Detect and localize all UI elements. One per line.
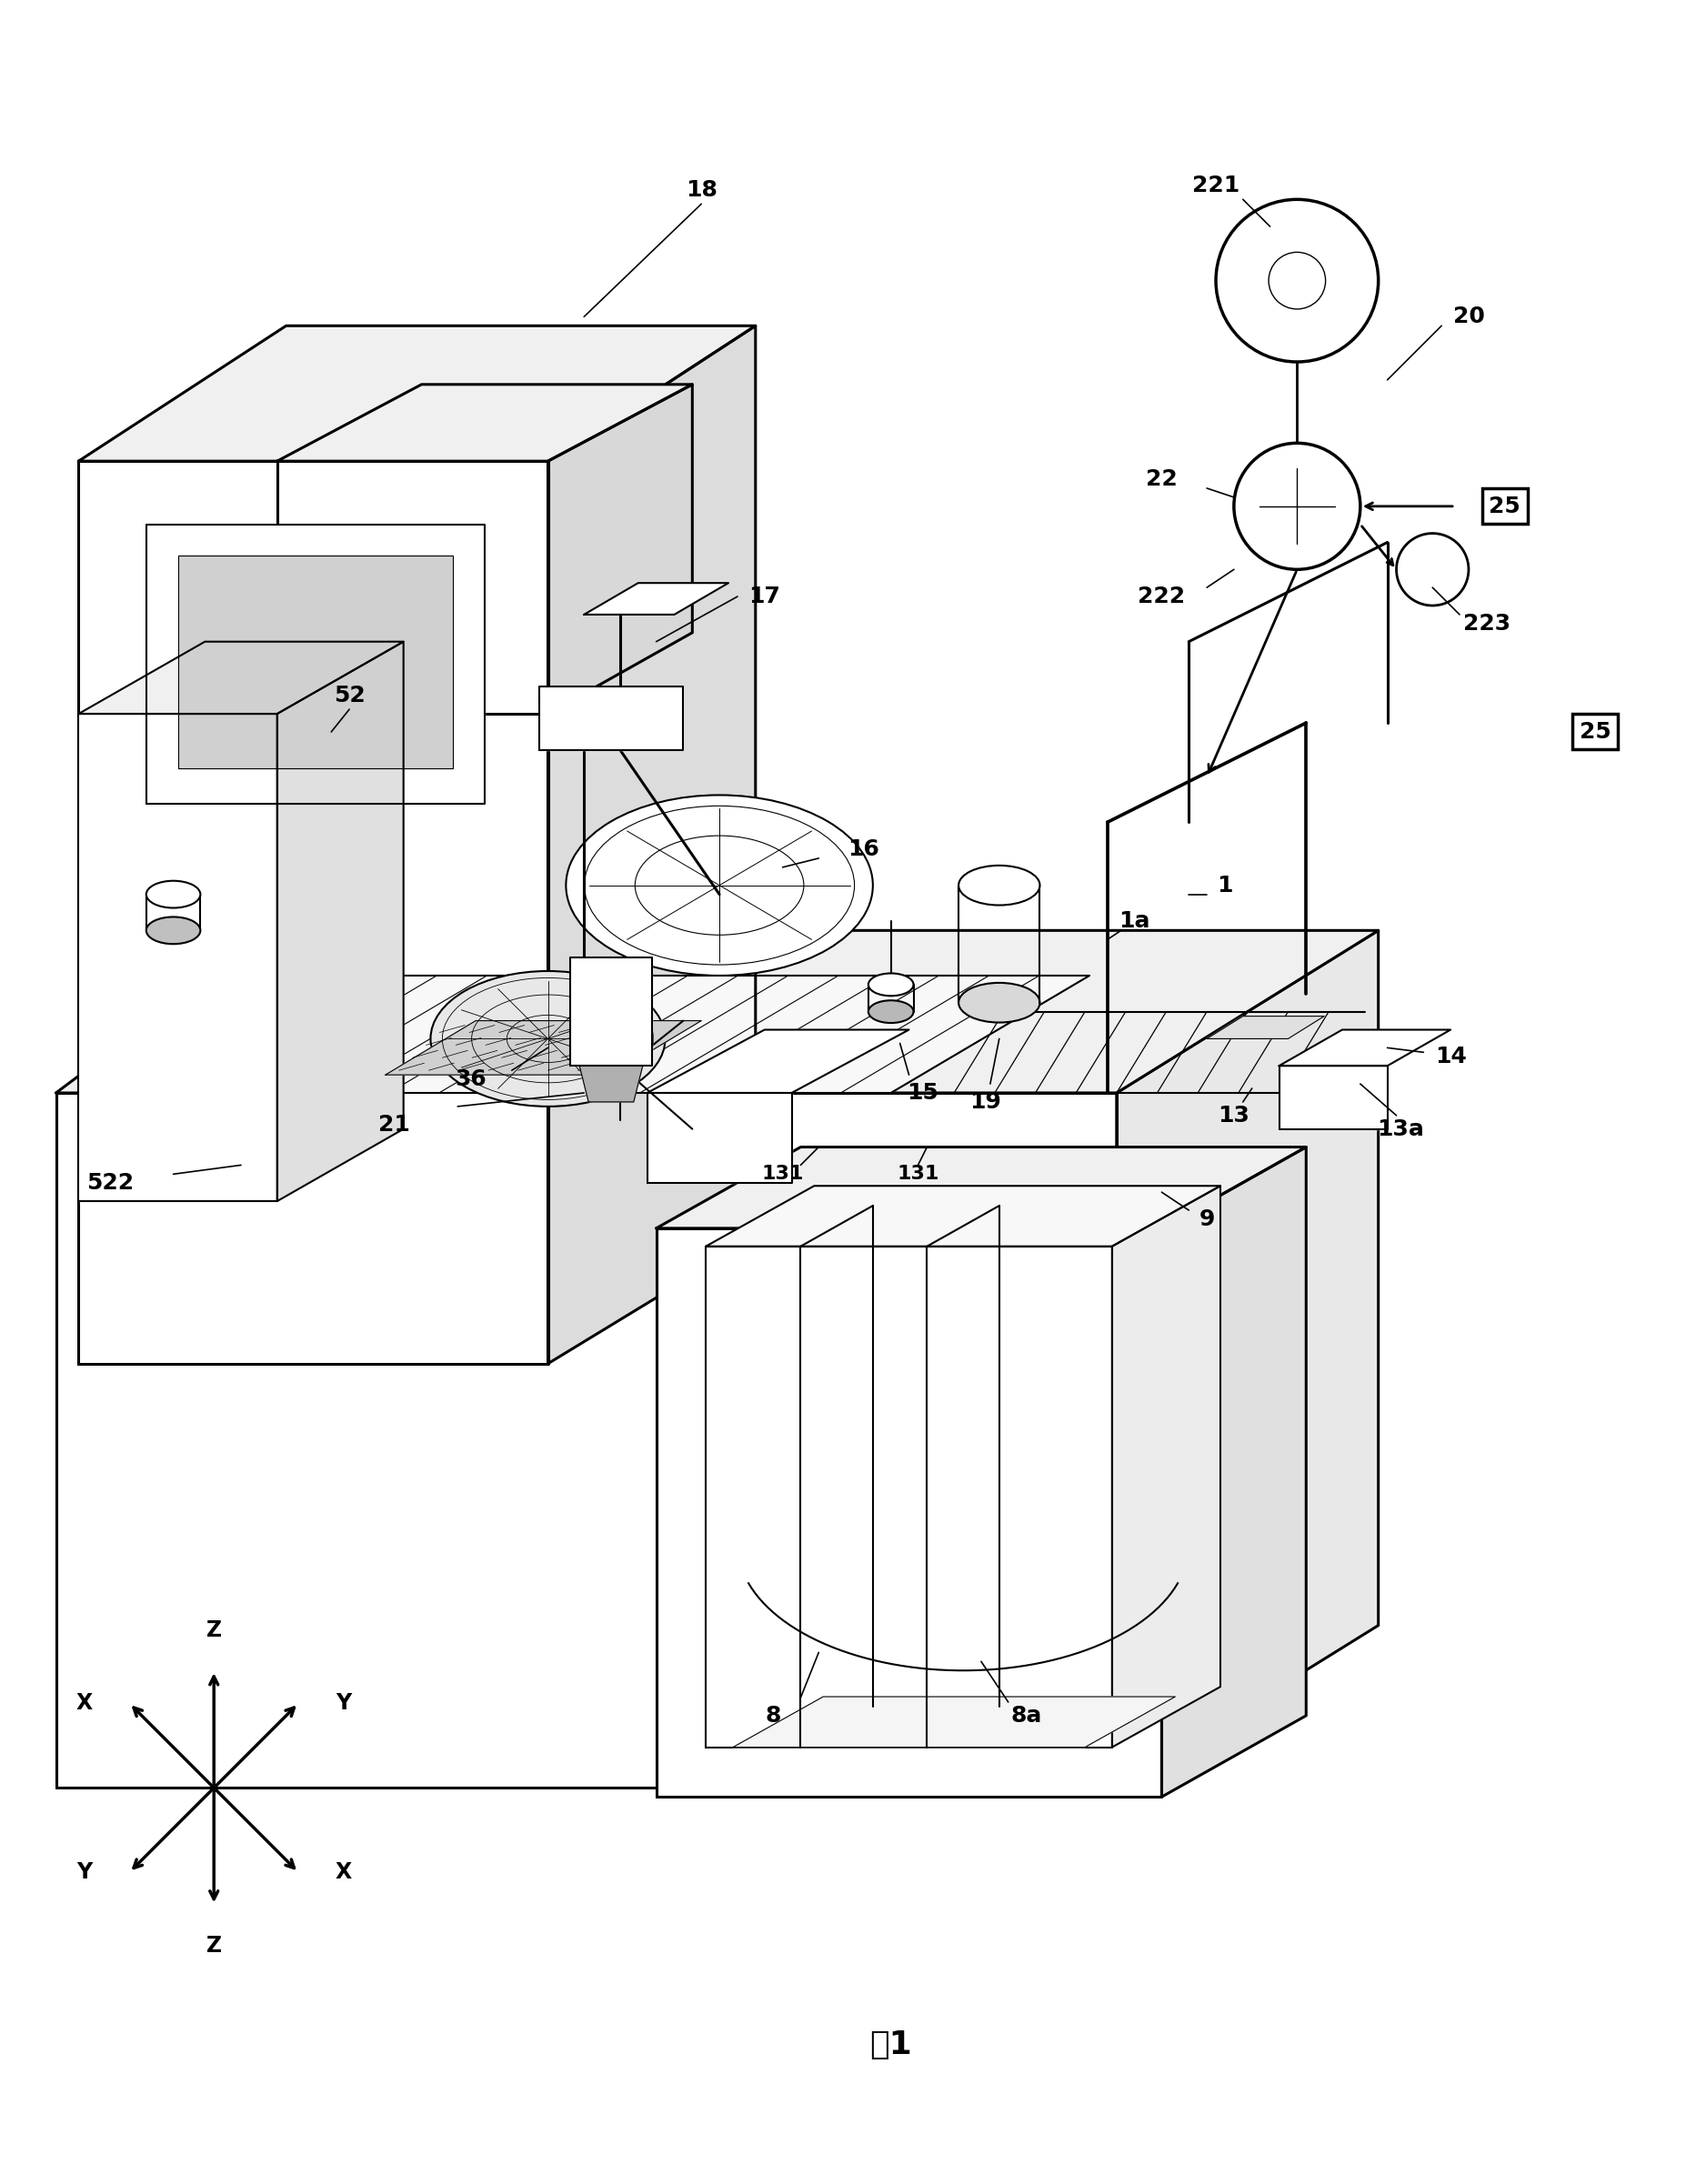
Polygon shape xyxy=(78,642,404,714)
Text: 15: 15 xyxy=(906,1081,938,1103)
Text: 17: 17 xyxy=(749,585,780,607)
Text: 25: 25 xyxy=(1489,496,1520,518)
Text: 1: 1 xyxy=(1216,874,1233,895)
Text: 9: 9 xyxy=(1199,1208,1215,1230)
Ellipse shape xyxy=(147,917,200,943)
Text: 222: 222 xyxy=(1138,585,1186,607)
Text: X: X xyxy=(77,1693,92,1714)
Polygon shape xyxy=(548,384,693,714)
Text: 522: 522 xyxy=(87,1173,133,1195)
Ellipse shape xyxy=(868,974,913,996)
Polygon shape xyxy=(657,1227,1162,1797)
Polygon shape xyxy=(1280,1066,1387,1129)
Polygon shape xyxy=(548,325,756,1363)
Text: 52: 52 xyxy=(333,686,365,708)
Polygon shape xyxy=(276,642,404,1201)
Polygon shape xyxy=(734,1697,1175,1747)
Text: 223: 223 xyxy=(1464,614,1510,636)
Polygon shape xyxy=(56,930,1378,1092)
Polygon shape xyxy=(147,524,485,804)
Ellipse shape xyxy=(147,880,200,909)
Ellipse shape xyxy=(430,972,665,1107)
Polygon shape xyxy=(1116,930,1378,1789)
Text: 16: 16 xyxy=(848,839,880,860)
Text: Z: Z xyxy=(206,1935,222,1957)
Text: 21: 21 xyxy=(379,1114,411,1136)
Polygon shape xyxy=(1206,1016,1324,1040)
Text: 1a: 1a xyxy=(1119,911,1150,933)
Polygon shape xyxy=(87,976,1090,1092)
Polygon shape xyxy=(56,1092,1116,1789)
Text: 图1: 图1 xyxy=(870,2029,913,2060)
Ellipse shape xyxy=(959,983,1041,1022)
Polygon shape xyxy=(386,1020,701,1075)
Text: 131: 131 xyxy=(897,1164,938,1184)
Polygon shape xyxy=(276,384,693,461)
Text: 19: 19 xyxy=(969,1092,1001,1114)
Polygon shape xyxy=(276,461,548,714)
Polygon shape xyxy=(78,461,548,1363)
Ellipse shape xyxy=(868,1000,913,1022)
Text: 18: 18 xyxy=(686,179,717,201)
Text: 14: 14 xyxy=(1435,1046,1467,1068)
Text: 131: 131 xyxy=(761,1164,804,1184)
Text: 221: 221 xyxy=(1192,175,1240,197)
Polygon shape xyxy=(1112,1186,1220,1747)
Polygon shape xyxy=(706,1186,1220,1247)
Polygon shape xyxy=(78,325,756,461)
Text: X: X xyxy=(336,1861,351,1883)
Text: 20: 20 xyxy=(1454,306,1484,328)
Text: Y: Y xyxy=(336,1693,351,1714)
Text: 8: 8 xyxy=(766,1706,781,1728)
Polygon shape xyxy=(1280,1029,1450,1066)
Polygon shape xyxy=(657,1147,1307,1227)
Polygon shape xyxy=(583,583,728,614)
Polygon shape xyxy=(580,1066,643,1103)
Polygon shape xyxy=(177,557,454,769)
Text: 22: 22 xyxy=(1146,467,1177,489)
Polygon shape xyxy=(570,957,652,1066)
Polygon shape xyxy=(78,714,276,1201)
Polygon shape xyxy=(647,1092,792,1184)
Text: 36: 36 xyxy=(456,1068,486,1090)
Ellipse shape xyxy=(959,865,1041,904)
Polygon shape xyxy=(539,686,684,749)
Text: 13a: 13a xyxy=(1377,1118,1425,1140)
Polygon shape xyxy=(1162,1147,1307,1797)
Text: Y: Y xyxy=(77,1861,92,1883)
Text: 8a: 8a xyxy=(1010,1706,1042,1728)
Text: Z: Z xyxy=(206,1618,222,1640)
Polygon shape xyxy=(706,1247,1112,1747)
Text: 13: 13 xyxy=(1218,1105,1250,1127)
Polygon shape xyxy=(647,1029,909,1092)
Ellipse shape xyxy=(566,795,873,976)
Text: 25: 25 xyxy=(1580,721,1610,743)
